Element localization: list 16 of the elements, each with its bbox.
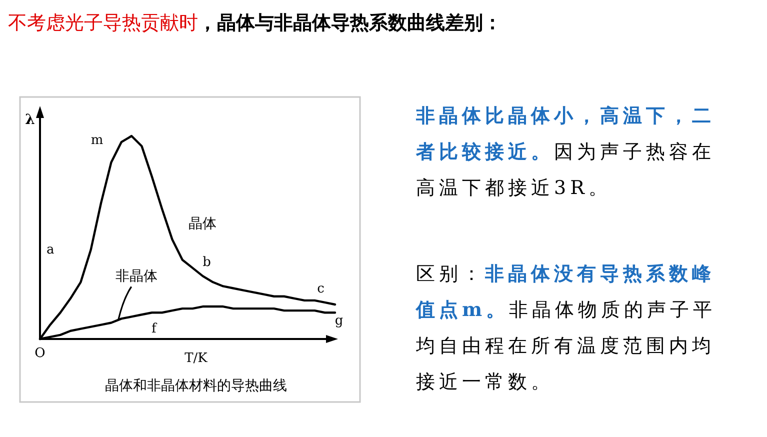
text: 非晶体比晶体小，高温下，二者比较接近。因为声子热容在高温下都接近3R。 <box>416 105 715 199</box>
text: O <box>34 346 46 361</box>
annotation: c <box>317 281 324 296</box>
annotation: m <box>90 133 104 148</box>
chart-subtitle: ，晶体与非晶体导热系数曲线差别： <box>198 12 502 34</box>
text: 晶体和非晶体材料的导热曲线 <box>105 378 287 394</box>
annotation: f <box>151 322 158 337</box>
annotation: a <box>46 242 54 258</box>
text: g <box>334 314 344 329</box>
series-label: 晶体 <box>188 216 217 232</box>
chart-title: 不考虑光子导热贡献时 <box>8 12 198 34</box>
annotation: b <box>202 255 211 270</box>
series-label: 非晶体 <box>115 268 158 285</box>
x-axis-title: T/K <box>184 351 208 366</box>
y-axis-title: λ <box>25 112 36 128</box>
text: 区别：非晶体没有导热系数峰值点m。非晶体物质的声子平均自由程在所有温度范围内均接近一常数。 <box>416 263 716 393</box>
